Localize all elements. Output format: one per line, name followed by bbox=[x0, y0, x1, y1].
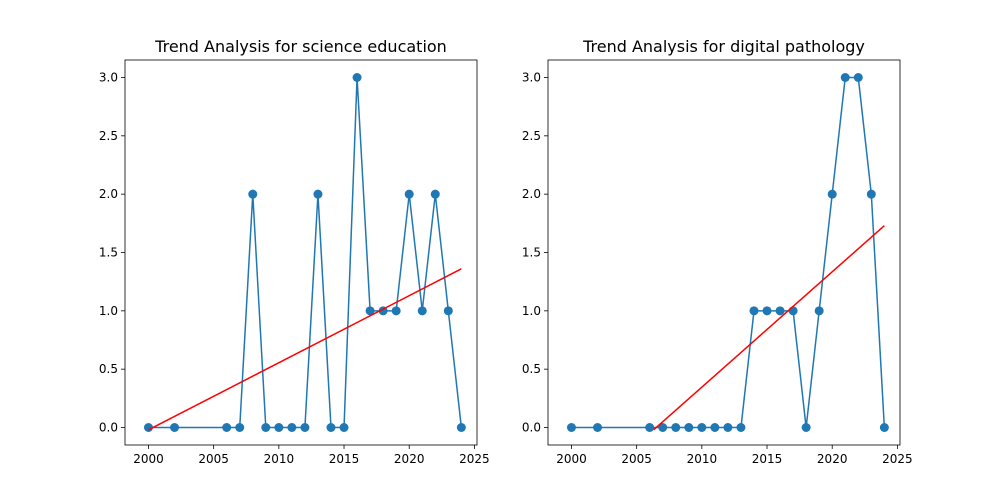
x-tick-label: 2010 bbox=[264, 452, 295, 466]
data-point bbox=[143, 423, 153, 432]
trend-line bbox=[148, 268, 462, 431]
y-tick-label: 2.0 bbox=[522, 187, 541, 201]
y-tick-label: 1.5 bbox=[522, 246, 541, 260]
x-tick-label: 2015 bbox=[329, 452, 360, 466]
data-point bbox=[814, 306, 824, 316]
data-point bbox=[697, 423, 707, 432]
plot-area: 2000 2005 2010 2015 2020 2025 0.0 0.5 1.0 1.5 2.0 2… bbox=[522, 59, 913, 466]
axes-frame bbox=[124, 59, 478, 446]
data-point bbox=[762, 306, 772, 316]
x-tick-label: 2020 bbox=[394, 452, 425, 466]
data-point bbox=[404, 189, 414, 199]
y-tick-label: 2.5 bbox=[522, 129, 541, 143]
data-point bbox=[593, 423, 603, 432]
y-tick-label: 3.0 bbox=[522, 71, 541, 85]
x-tick-label: 2010 bbox=[687, 452, 718, 466]
data-point bbox=[840, 73, 850, 82]
data-point bbox=[326, 423, 336, 432]
data-point bbox=[222, 423, 232, 432]
x-tick-label: 2000 bbox=[556, 452, 587, 466]
data-point bbox=[671, 423, 681, 432]
data-point bbox=[866, 189, 876, 199]
y-tick-label: 0.5 bbox=[99, 362, 118, 376]
data-point bbox=[788, 306, 798, 316]
data-point bbox=[287, 423, 297, 432]
data-point bbox=[775, 306, 785, 316]
data-point bbox=[352, 73, 362, 82]
y-tick-label: 0.0 bbox=[522, 421, 541, 435]
x-tick-label: 2025 bbox=[882, 452, 913, 466]
y-tick-label: 2.5 bbox=[99, 129, 118, 143]
x-tick-label: 2000 bbox=[133, 452, 164, 466]
data-point bbox=[684, 423, 694, 432]
y-tick-label: 3.0 bbox=[99, 71, 118, 85]
data-point bbox=[274, 423, 284, 432]
data-point bbox=[365, 306, 375, 316]
data-point bbox=[235, 423, 245, 432]
data-point bbox=[749, 306, 759, 316]
x-tick-label: 2005 bbox=[198, 452, 229, 466]
data-point bbox=[456, 423, 466, 432]
axes-frame bbox=[547, 59, 901, 446]
data-point bbox=[430, 189, 440, 199]
data-point bbox=[801, 423, 811, 432]
x-tick-label: 2015 bbox=[752, 452, 783, 466]
data-point bbox=[339, 423, 349, 432]
y-tick-label: 2.0 bbox=[99, 187, 118, 201]
x-tick-label: 2020 bbox=[817, 452, 848, 466]
data-point bbox=[879, 423, 889, 432]
plot-area: 2000 2005 2010 2015 2020 2025 0.0 0.5 1.0 1.5 2.0 2… bbox=[99, 59, 490, 466]
data-point bbox=[723, 423, 733, 432]
data-point bbox=[248, 189, 258, 199]
data-point bbox=[736, 423, 746, 432]
data-point bbox=[300, 423, 310, 432]
y-tick-label: 0.0 bbox=[99, 421, 118, 435]
data-point bbox=[853, 73, 863, 82]
data-point bbox=[313, 189, 323, 199]
data-point bbox=[443, 306, 453, 316]
data-point bbox=[645, 423, 655, 432]
chart-title: Trend Analysis for digital pathology bbox=[582, 37, 865, 56]
data-point bbox=[827, 189, 837, 199]
x-tick-label: 2005 bbox=[621, 452, 652, 466]
chart-science-education: Trend Analysis for science education 200… bbox=[99, 37, 490, 466]
data-point bbox=[658, 423, 668, 432]
chart-digital-pathology: Trend Analysis for digital pathology 200… bbox=[522, 37, 913, 466]
y-tick-label: 0.5 bbox=[522, 362, 541, 376]
data-point bbox=[391, 306, 401, 316]
data-point bbox=[417, 306, 427, 316]
data-point bbox=[710, 423, 720, 432]
data-point bbox=[261, 423, 271, 432]
y-tick-label: 1.5 bbox=[99, 246, 118, 260]
trend-line bbox=[653, 225, 885, 431]
y-tick-label: 1.0 bbox=[522, 304, 541, 318]
data-point bbox=[170, 423, 180, 432]
chart-title: Trend Analysis for science education bbox=[154, 37, 447, 56]
y-tick-label: 1.0 bbox=[99, 304, 118, 318]
x-tick-label: 2025 bbox=[459, 452, 490, 466]
data-point bbox=[566, 423, 576, 432]
